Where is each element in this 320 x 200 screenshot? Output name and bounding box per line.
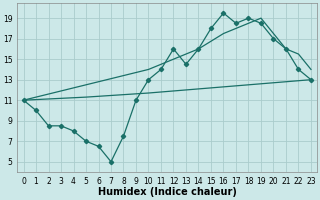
X-axis label: Humidex (Indice chaleur): Humidex (Indice chaleur) bbox=[98, 187, 237, 197]
